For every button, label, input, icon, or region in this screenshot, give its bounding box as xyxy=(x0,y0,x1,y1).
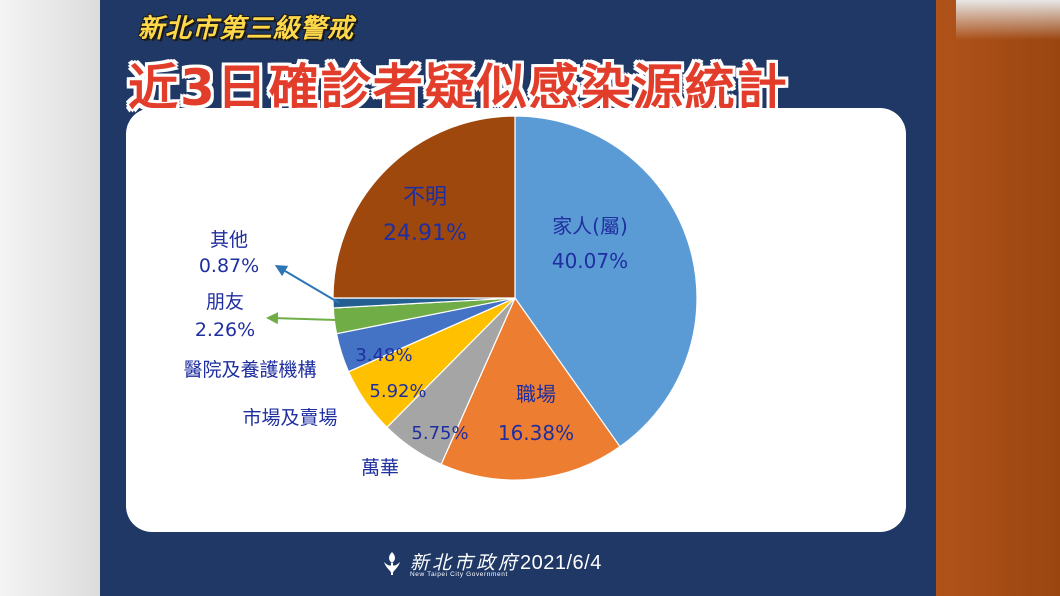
left-background xyxy=(0,0,100,596)
slice-name-other: 其他 xyxy=(210,229,248,251)
slice-value-hospital: 3.48% xyxy=(355,345,412,366)
slice-name-hospital: 醫院及養護機構 xyxy=(183,359,316,381)
pie-slice-unknown xyxy=(332,115,516,299)
main-title: 近3日確診者疑似感染源統計 xyxy=(128,59,789,117)
org-name-english: New Taipei City Government xyxy=(410,571,508,578)
slice-name-workplace: 職場 xyxy=(516,382,556,406)
slice-name-wanhua: 萬華 xyxy=(361,457,399,479)
slice-name-friends: 朋友 xyxy=(206,291,244,313)
pie-slice-workplace xyxy=(440,296,621,481)
arrow-other xyxy=(274,264,340,304)
slice-value-market: 5.92% xyxy=(369,381,426,402)
slice-value-family: 40.07% xyxy=(552,249,628,273)
slice-name-unknown: 不明 xyxy=(403,185,447,210)
slice-value-friends: 2.26% xyxy=(195,319,255,341)
slice-value-other: 0.87% xyxy=(199,255,259,277)
new-taipei-logo-icon xyxy=(384,552,400,575)
slice-value-workplace: 16.38% xyxy=(498,421,574,445)
slice-name-market: 市場及賣場 xyxy=(242,407,337,429)
arrow-friends xyxy=(266,312,341,325)
org-name: 新北市政府 xyxy=(410,552,521,574)
alert-level-title: 新北市第三級警戒 xyxy=(138,14,355,44)
footer: 新北市政府 New Taipei City Government 2021/6/… xyxy=(380,546,660,580)
slice-name-family: 家人(屬) xyxy=(552,214,628,238)
pie-slice-family xyxy=(514,115,698,448)
right-background xyxy=(936,0,1060,596)
slice-value-unknown: 24.91% xyxy=(383,221,467,246)
date: 2021/6/4 xyxy=(520,552,602,574)
slice-value-wanhua: 5.75% xyxy=(411,423,468,444)
